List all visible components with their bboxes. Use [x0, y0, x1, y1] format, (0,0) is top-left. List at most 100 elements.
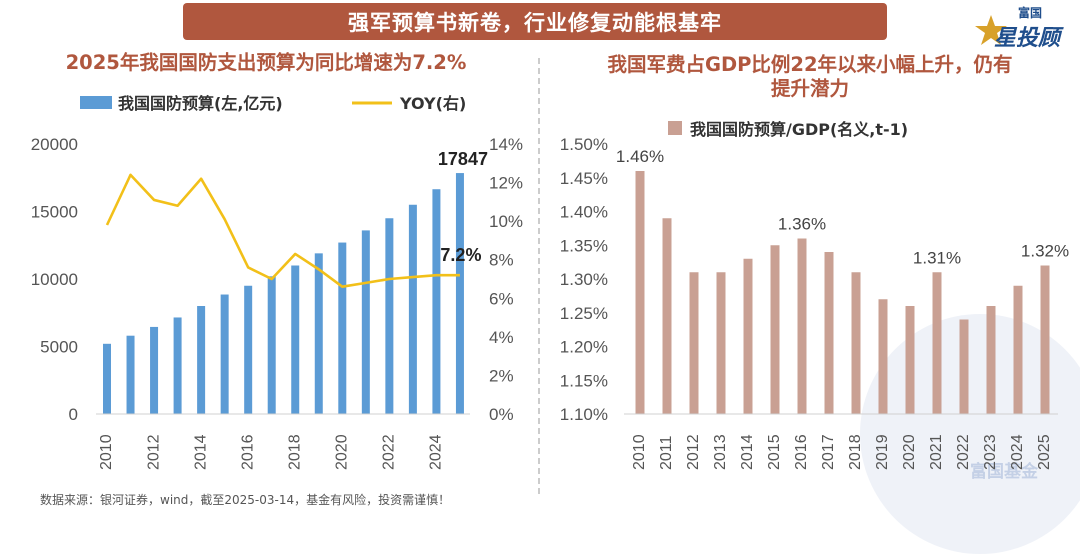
legend-label-yoy: YOY(右) — [399, 94, 466, 113]
ratio-bar — [878, 299, 888, 414]
banner-title: 强军预算书新卷，行业修复动能根基牢 — [183, 3, 887, 40]
x-axis-tick: 2018 — [847, 434, 864, 470]
chart2-title-line2: 提升潜力 — [770, 77, 849, 100]
legend-label-ratio: 我国国防预算/GDP(名义,t-1) — [690, 120, 908, 139]
y-axis-tick: 1.50% — [560, 135, 608, 154]
y-axis-tick: 1.40% — [560, 203, 608, 222]
right-axis-tick: 14% — [489, 135, 523, 154]
legend-label-budget: 我国国防预算(左,亿元) — [118, 94, 283, 113]
x-axis-tick: 2012 — [685, 434, 702, 470]
x-axis-tick: 2010 — [98, 434, 115, 470]
left-axis-tick: 0 — [69, 405, 78, 424]
ratio-bar — [959, 319, 969, 414]
x-axis-tick: 2010 — [631, 434, 648, 470]
budget-bar — [267, 276, 276, 414]
right-axis-tick: 10% — [489, 212, 523, 231]
right-axis-tick: 8% — [489, 251, 514, 270]
y-axis-tick: 1.45% — [560, 169, 608, 188]
legend-swatch-ratio — [668, 121, 682, 135]
y-axis-tick: 1.10% — [560, 405, 608, 424]
budget-bar — [385, 218, 394, 414]
budget-bar — [338, 242, 347, 414]
ratio-bar — [1040, 265, 1050, 414]
legend-swatch-budget — [80, 96, 112, 109]
y-axis-tick: 1.30% — [560, 270, 608, 289]
yoy-line — [105, 173, 460, 289]
y-axis-tick: 1.35% — [560, 236, 608, 255]
x-axis-tick: 2019 — [874, 434, 891, 470]
right-axis-tick: 6% — [489, 289, 514, 308]
line-last-label: 7.2% — [440, 245, 481, 265]
x-axis-tick: 2020 — [334, 434, 351, 470]
x-axis-tick: 2022 — [381, 434, 398, 470]
budget-bar — [408, 204, 417, 414]
x-axis-tick: 2015 — [766, 434, 783, 470]
ratio-bar — [824, 252, 834, 414]
budget-bar — [126, 335, 135, 414]
budget-bar — [314, 253, 323, 414]
x-axis-tick: 2016 — [239, 434, 256, 470]
logo-big-text: 星投顾 — [994, 26, 1061, 51]
ratio-data-label: 1.31% — [913, 248, 961, 267]
x-axis-tick: 2018 — [286, 434, 303, 470]
x-axis-tick: 2024 — [1009, 434, 1026, 470]
ratio-bar — [770, 245, 780, 414]
x-axis-tick: 2021 — [928, 434, 945, 470]
ratio-bar — [1013, 285, 1023, 414]
ratio-bar — [635, 171, 645, 414]
ratio-bar — [932, 272, 942, 414]
ratio-bar — [797, 238, 807, 414]
left-axis-tick: 15000 — [31, 203, 78, 222]
budget-bar — [291, 265, 300, 414]
bar-last-label: 17847 — [438, 149, 488, 169]
chart1-title: 2025年我国国防支出预算为同比增速为7.2% — [65, 51, 467, 74]
ratio-data-label: 1.46% — [616, 147, 664, 166]
right-axis-tick: 4% — [489, 328, 514, 347]
data-source-note: 数据来源：银河证券，wind，截至2025-03-14，基金有风险，投资需谨慎！ — [40, 493, 451, 507]
budget-bar — [244, 285, 253, 414]
x-axis-tick: 2020 — [901, 434, 918, 470]
chart2-title: 我国军费占GDP比例22年以来小幅上升，仍有 提升潜力 — [540, 53, 1080, 101]
ratio-bar — [743, 258, 753, 414]
x-axis-tick: 2025 — [1036, 434, 1053, 470]
left-axis-tick: 10000 — [31, 270, 78, 289]
ratio-bar — [905, 306, 915, 414]
chart2-title-line1: 我国军费占GDP比例22年以来小幅上升，仍有 — [607, 53, 1013, 76]
logo-small-text: 富国 — [1018, 6, 1043, 20]
left-axis-tick: 20000 — [31, 135, 78, 154]
ratio-bar — [851, 272, 861, 414]
y-axis-tick: 1.15% — [560, 371, 608, 390]
budget-bar — [455, 173, 464, 414]
ratio-data-label: 1.32% — [1021, 242, 1069, 261]
watermark-text: 富国基金 — [970, 462, 1038, 482]
budget-bar — [150, 326, 159, 414]
y-axis-tick: 1.20% — [560, 338, 608, 357]
brand-logo: 富国 星投顾 — [974, 4, 1066, 54]
ratio-bar — [716, 272, 726, 414]
budget-bar — [220, 294, 229, 414]
budget-bar — [432, 189, 441, 414]
x-axis-tick: 2013 — [712, 434, 729, 470]
y-axis-tick: 1.25% — [560, 304, 608, 323]
right-axis-tick: 12% — [489, 174, 523, 193]
x-axis-tick: 2024 — [428, 434, 445, 470]
ratio-bar — [986, 306, 996, 414]
x-axis-tick: 2016 — [793, 434, 810, 470]
x-axis-tick: 2014 — [739, 434, 756, 470]
ratio-bar — [689, 272, 699, 414]
x-axis-tick: 2017 — [820, 434, 837, 470]
x-axis-tick: 2022 — [955, 434, 972, 470]
ratio-data-label: 1.36% — [778, 215, 826, 234]
panel-divider — [538, 58, 540, 494]
left-axis-tick: 5000 — [40, 338, 78, 357]
x-axis-tick: 2023 — [982, 434, 999, 470]
budget-bar — [173, 317, 182, 414]
budget-bar — [197, 306, 206, 414]
right-axis-tick: 2% — [489, 366, 514, 385]
budget-bar — [361, 230, 370, 414]
x-axis-tick: 2011 — [658, 435, 675, 470]
defense-budget-chart: 我国国防预算(左,亿元) YOY(右) 0 5000 10000 15000 20000 0%… — [31, 94, 523, 470]
x-axis-tick: 2012 — [145, 434, 162, 470]
budget-gdp-ratio-chart: 我国国防预算/GDP(名义,t-1) 1.10% 1.15% 1.20% 1.25% 1.… — [560, 120, 1069, 470]
budget-bar — [103, 343, 111, 414]
